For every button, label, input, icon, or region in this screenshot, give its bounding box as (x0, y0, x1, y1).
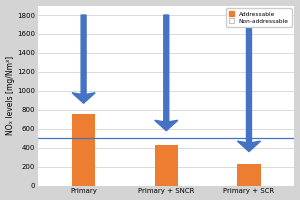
FancyArrow shape (237, 15, 260, 152)
Bar (72, 114, 95, 186)
FancyArrow shape (155, 15, 178, 131)
Bar (237, 164, 260, 186)
Legend: Addressable, Non-addressable: Addressable, Non-addressable (226, 8, 292, 27)
FancyArrow shape (72, 15, 95, 103)
Y-axis label: NOₓ levels [mg/Nm³]: NOₓ levels [mg/Nm³] (6, 56, 15, 135)
Bar (155, 145, 178, 186)
